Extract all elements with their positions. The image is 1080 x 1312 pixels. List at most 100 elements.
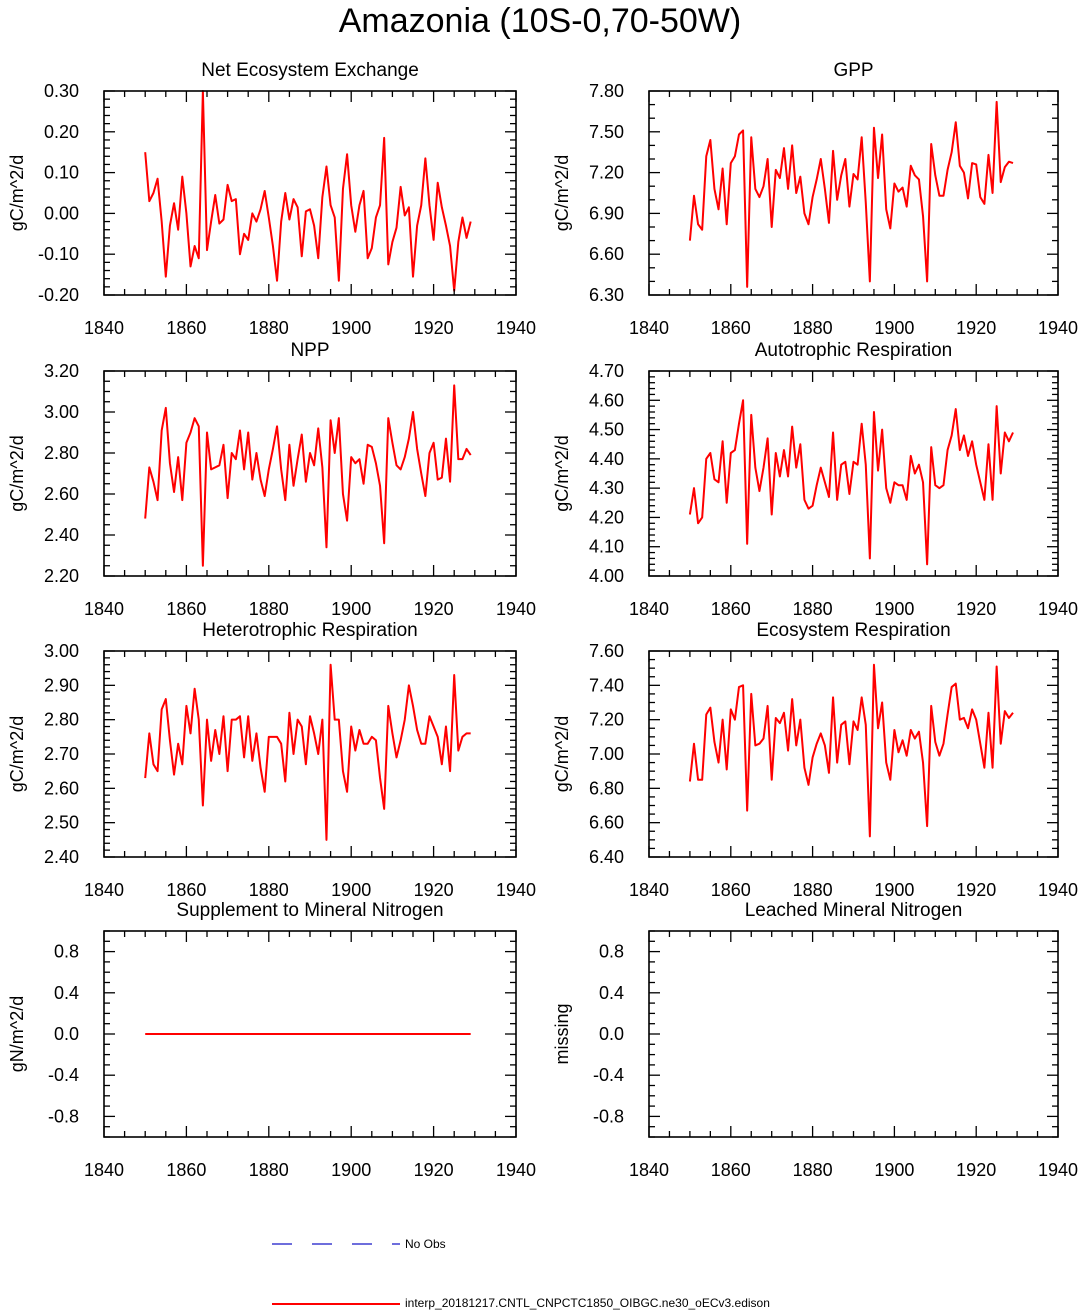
x-tick-label: 1860 bbox=[711, 318, 751, 338]
x-tick-label: 1920 bbox=[414, 1160, 454, 1180]
x-tick-label: 1860 bbox=[166, 318, 206, 338]
y-tick-label: 7.80 bbox=[589, 81, 624, 101]
y-tick-label: 4.10 bbox=[589, 537, 624, 557]
y-tick-label: 2.90 bbox=[44, 675, 79, 695]
panel-title: NPP bbox=[290, 340, 329, 361]
panel-title: Autotrophic Respiration bbox=[755, 340, 953, 361]
y-tick-label: 2.40 bbox=[44, 847, 79, 867]
x-tick-label: 1920 bbox=[414, 880, 454, 900]
x-tick-label: 1840 bbox=[629, 880, 669, 900]
series-line bbox=[688, 663, 1014, 838]
panel-title: Ecosystem Respiration bbox=[756, 620, 950, 641]
y-tick-label: 0.8 bbox=[54, 942, 79, 962]
panel-title: Net Ecosystem Exchange bbox=[201, 60, 419, 81]
legend-no-obs-label: No Obs bbox=[405, 1237, 446, 1251]
x-tick-label: 1840 bbox=[629, 599, 669, 619]
y-tick-label: 0.4 bbox=[54, 983, 79, 1003]
y-tick-label: 2.20 bbox=[44, 566, 79, 586]
y-axis-label: gC/m^2/d bbox=[552, 155, 572, 231]
plot-frame bbox=[648, 370, 1059, 577]
y-tick-label: 0.00 bbox=[44, 203, 79, 223]
y-tick-label: 4.60 bbox=[589, 390, 624, 410]
y-tick-label: 4.00 bbox=[589, 566, 624, 586]
x-tick-label: 1940 bbox=[496, 318, 536, 338]
panel-ecosystem-respiration: Ecosystem Respiration gC/m^2/d 1840 1860 188… bbox=[552, 620, 1078, 900]
panel-npp: NPP gC/m^2/d 1840 1860 1880 1900 1920 1940 2.20 2… bbox=[7, 340, 536, 619]
y-tick-label: -0.8 bbox=[48, 1106, 79, 1126]
x-tick-label: 1940 bbox=[496, 1160, 536, 1180]
y-tick-label: 2.60 bbox=[44, 484, 79, 504]
panel-title: GPP bbox=[833, 60, 873, 81]
panel-autotrophic-respiration: Autotrophic Respiration gC/m^2/d 1840 1860 1… bbox=[552, 340, 1078, 619]
plot-frame bbox=[648, 930, 1059, 1138]
x-tick-label: 1880 bbox=[793, 880, 833, 900]
x-tick-label: 1880 bbox=[249, 1160, 289, 1180]
x-tick-label: 1840 bbox=[84, 1160, 124, 1180]
x-tick-label: 1940 bbox=[496, 880, 536, 900]
x-tick-label: 1920 bbox=[956, 1160, 996, 1180]
y-tick-label: 2.60 bbox=[44, 778, 79, 798]
y-tick-label: 4.70 bbox=[589, 361, 624, 381]
y-tick-label: 3.00 bbox=[44, 402, 79, 422]
y-tick-label: 7.50 bbox=[589, 122, 624, 142]
x-tick-label: 1920 bbox=[956, 880, 996, 900]
y-tick-label: -0.20 bbox=[38, 285, 79, 305]
x-tick-label: 1860 bbox=[166, 1160, 206, 1180]
x-tick-label: 1840 bbox=[84, 318, 124, 338]
y-tick-label: 0.20 bbox=[44, 122, 79, 142]
y-tick-label: 2.80 bbox=[44, 710, 79, 730]
y-axis-label: gC/m^2/d bbox=[552, 435, 572, 511]
x-tick-label: 1840 bbox=[84, 880, 124, 900]
x-tick-label: 1940 bbox=[1038, 599, 1078, 619]
x-tick-label: 1880 bbox=[249, 318, 289, 338]
y-tick-label: 6.30 bbox=[589, 285, 624, 305]
y-axis-label: gN/m^2/d bbox=[7, 996, 27, 1072]
y-tick-label: -0.10 bbox=[38, 244, 79, 264]
x-tick-label: 1880 bbox=[793, 599, 833, 619]
x-tick-label: 1940 bbox=[1038, 880, 1078, 900]
x-tick-label: 1880 bbox=[249, 599, 289, 619]
y-tick-label: 4.20 bbox=[589, 507, 624, 527]
panel-title: Leached Mineral Nitrogen bbox=[745, 900, 963, 921]
x-tick-label: 1840 bbox=[629, 1160, 669, 1180]
series-line bbox=[144, 90, 472, 292]
panel-supplement-to-mineral-nitrogen: Supplement to Mineral Nitrogen gN/m^2/d 18… bbox=[7, 900, 536, 1180]
y-tick-label: 0.8 bbox=[599, 942, 624, 962]
x-tick-label: 1900 bbox=[874, 599, 914, 619]
figure-title: Amazonia (10S-0,70-50W) bbox=[339, 2, 742, 40]
y-axis-label: gC/m^2/d bbox=[7, 716, 27, 792]
y-tick-label: 0.4 bbox=[599, 983, 624, 1003]
x-tick-label: 1920 bbox=[956, 599, 996, 619]
x-tick-label: 1900 bbox=[331, 318, 371, 338]
series-line bbox=[144, 384, 472, 567]
y-tick-label: 2.50 bbox=[44, 813, 79, 833]
y-tick-label: 3.20 bbox=[44, 361, 79, 381]
x-tick-label: 1860 bbox=[166, 599, 206, 619]
y-tick-label: 0.0 bbox=[599, 1024, 624, 1044]
y-tick-label: 2.40 bbox=[44, 525, 79, 545]
y-tick-label: -0.8 bbox=[593, 1106, 624, 1126]
y-axis-label: missing bbox=[552, 1003, 572, 1064]
y-tick-label: 6.60 bbox=[589, 813, 624, 833]
x-tick-label: 1880 bbox=[249, 880, 289, 900]
x-tick-label: 1860 bbox=[711, 880, 751, 900]
x-tick-label: 1880 bbox=[793, 1160, 833, 1180]
y-tick-label: 6.40 bbox=[589, 847, 624, 867]
y-tick-label: 7.60 bbox=[589, 641, 624, 661]
x-tick-label: 1900 bbox=[874, 318, 914, 338]
series-line bbox=[144, 663, 471, 841]
y-tick-label: -0.4 bbox=[48, 1065, 79, 1085]
y-tick-label: 2.80 bbox=[44, 443, 79, 463]
y-axis-label: gC/m^2/d bbox=[7, 435, 27, 511]
y-tick-label: 2.70 bbox=[44, 744, 79, 764]
y-tick-label: 6.90 bbox=[589, 203, 624, 223]
legend: No Obs interp_20181217.CNTL_CNPCTC1850_O… bbox=[272, 1237, 770, 1310]
panel-leached-mineral-nitrogen: Leached Mineral Nitrogen missing 1840 1860 1… bbox=[552, 900, 1078, 1180]
y-tick-label: 0.10 bbox=[44, 163, 79, 183]
y-tick-label: 4.30 bbox=[589, 478, 624, 498]
x-tick-label: 1880 bbox=[793, 318, 833, 338]
y-tick-label: 7.20 bbox=[589, 163, 624, 183]
x-tick-label: 1900 bbox=[331, 599, 371, 619]
x-tick-label: 1900 bbox=[874, 880, 914, 900]
